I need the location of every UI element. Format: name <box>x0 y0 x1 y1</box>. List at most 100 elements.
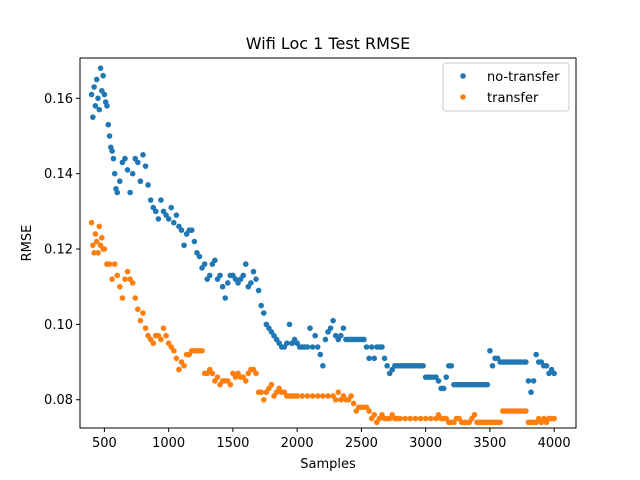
x-tick-label-4: 2500 <box>345 436 378 451</box>
point-no-transfer-150 <box>448 363 455 369</box>
point-no-transfer-145 <box>435 378 442 384</box>
point-transfer-34 <box>163 332 169 339</box>
point-no-transfer-187 <box>543 363 550 369</box>
point-transfer-26 <box>142 325 149 331</box>
point-transfer-38 <box>173 355 180 362</box>
point-no-transfer-118 <box>366 355 372 362</box>
point-transfer-65 <box>242 378 249 384</box>
point-no-transfer-5 <box>95 95 101 102</box>
point-no-transfer-37 <box>158 197 164 203</box>
point-no-transfer-46 <box>181 242 187 249</box>
point-no-transfer-9 <box>100 72 106 79</box>
point-no-transfer-139 <box>420 363 426 369</box>
point-no-transfer-147 <box>440 385 447 392</box>
point-no-transfer-70 <box>242 261 249 267</box>
legend-box <box>442 62 570 112</box>
point-transfer-15 <box>114 272 121 279</box>
point-no-transfer-13 <box>105 121 112 128</box>
point-no-transfer-28 <box>135 159 141 166</box>
x-tick-label-2: 1500 <box>216 436 249 451</box>
y-tick-label-2: 0.12 <box>44 243 73 258</box>
point-transfer-99 <box>348 393 354 399</box>
point-no-transfer-41 <box>168 204 175 211</box>
x-tick-label-3: 2000 <box>281 436 314 451</box>
point-transfer-106 <box>366 408 372 414</box>
point-transfer-18 <box>122 276 128 282</box>
point-transfer-37 <box>171 347 177 354</box>
point-no-transfer-33 <box>147 197 154 203</box>
point-no-transfer-123 <box>379 344 385 350</box>
point-transfer-72 <box>260 396 267 403</box>
point-no-transfer-75 <box>255 287 262 294</box>
point-transfer-25 <box>140 310 146 316</box>
chart-title: Wifi Loc 1 Test RMSE <box>246 34 410 53</box>
point-no-transfer-182 <box>530 378 537 384</box>
y-axis-ticks: 0.08 0.10 0.12 0.14 0.16 <box>44 92 80 408</box>
point-transfer-124 <box>428 415 434 422</box>
point-no-transfer-20 <box>114 189 121 196</box>
point-no-transfer-18 <box>111 170 118 177</box>
point-no-transfer-6 <box>96 106 103 113</box>
point-no-transfer-165 <box>487 347 493 354</box>
point-no-transfer-108 <box>340 325 347 331</box>
point-no-transfer-63 <box>224 280 231 286</box>
point-no-transfer-119 <box>368 344 375 350</box>
point-transfer-39 <box>176 366 182 373</box>
series-transfer <box>88 219 557 426</box>
point-transfer-93 <box>332 396 339 403</box>
point-no-transfer-10 <box>101 91 108 98</box>
point-no-transfer-56 <box>206 272 213 279</box>
point-transfer-4 <box>93 238 100 245</box>
point-transfer-13 <box>109 276 115 282</box>
point-transfer-69 <box>253 370 259 377</box>
plot-background <box>80 58 576 428</box>
point-transfer-150 <box>497 419 503 426</box>
point-no-transfer-36 <box>155 216 162 222</box>
point-no-transfer-26 <box>129 170 136 177</box>
point-no-transfer-69 <box>240 272 246 279</box>
point-no-transfer-45 <box>178 227 185 233</box>
point-no-transfer-95 <box>307 325 313 331</box>
point-transfer-94 <box>335 389 342 396</box>
point-transfer-91 <box>325 393 331 399</box>
point-transfer-140 <box>471 412 478 418</box>
point-transfer-1 <box>90 242 96 249</box>
point-no-transfer-125 <box>384 363 390 369</box>
point-no-transfer-1 <box>90 114 96 120</box>
point-no-transfer-61 <box>219 283 226 290</box>
point-no-transfer-116 <box>361 336 367 343</box>
point-no-transfer-49 <box>188 227 195 233</box>
point-no-transfer-50 <box>191 238 198 245</box>
point-no-transfer-14 <box>106 133 113 139</box>
point-transfer-14 <box>111 261 118 267</box>
point-transfer-52 <box>209 370 216 377</box>
point-transfer-71 <box>258 389 264 396</box>
point-transfer-8 <box>99 234 105 241</box>
legend-label-no-transfer: no-transfer <box>487 70 560 85</box>
point-transfer-17 <box>119 295 126 301</box>
point-transfer-119 <box>402 415 408 422</box>
point-no-transfer-179 <box>523 359 529 365</box>
x-axis-label: Samples <box>300 457 356 472</box>
point-no-transfer-104 <box>330 317 336 324</box>
point-no-transfer-148 <box>443 374 450 380</box>
point-transfer-120 <box>407 415 414 422</box>
point-no-transfer-58 <box>212 257 218 264</box>
point-no-transfer-96 <box>309 344 316 350</box>
point-no-transfer-42 <box>171 219 177 226</box>
y-tick-label-4: 0.16 <box>44 92 73 107</box>
point-no-transfer-32 <box>145 182 151 188</box>
point-transfer-24 <box>137 317 144 324</box>
legend-label-transfer: transfer <box>487 91 539 106</box>
point-no-transfer-43 <box>173 212 180 218</box>
y-tick-label-3: 0.14 <box>44 167 73 182</box>
plot-area <box>80 58 576 428</box>
point-no-transfer-107 <box>338 332 344 339</box>
x-tick-label-7: 4000 <box>538 436 571 451</box>
point-transfer-54 <box>214 374 221 380</box>
point-no-transfer-21 <box>117 178 123 185</box>
point-no-transfer-40 <box>165 216 172 222</box>
point-no-transfer-62 <box>222 295 228 301</box>
point-transfer-33 <box>160 325 167 331</box>
